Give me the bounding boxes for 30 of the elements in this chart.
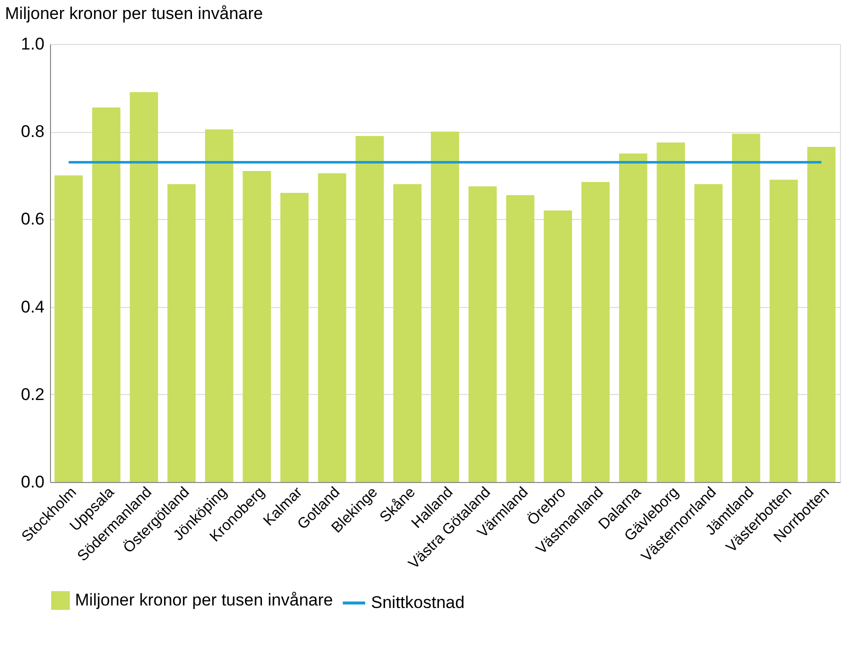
bar <box>130 92 158 482</box>
bar <box>356 136 384 482</box>
legend-label: Miljoner kronor per tusen invånare <box>75 590 333 610</box>
bar <box>506 195 534 482</box>
bar <box>694 184 723 482</box>
bar <box>430 132 460 482</box>
bar <box>167 184 196 482</box>
y-tick-label: 0.0 <box>20 472 44 492</box>
bar <box>732 134 760 482</box>
y-tick-label: 0.8 <box>20 122 44 142</box>
legend-label: Snittkostnad <box>371 593 465 612</box>
y-tick-label: 0.4 <box>20 297 44 316</box>
bar <box>318 173 346 482</box>
bar <box>807 146 836 482</box>
bar <box>770 180 798 482</box>
bar <box>92 108 120 482</box>
y-tick-label: 0.2 <box>20 384 44 404</box>
bar <box>393 184 422 482</box>
bar <box>205 129 234 482</box>
bar <box>619 154 648 482</box>
bar <box>581 182 610 482</box>
y-tick-label: 1.0 <box>20 34 44 54</box>
bar <box>54 175 83 482</box>
bar <box>280 192 309 482</box>
bar <box>468 186 497 482</box>
y-tick-label: 0.6 <box>20 210 44 229</box>
bar <box>242 171 271 482</box>
y-axis-title: Miljoner kronor per tusen invånare <box>5 4 263 23</box>
bar <box>656 142 685 482</box>
bar <box>544 210 572 482</box>
